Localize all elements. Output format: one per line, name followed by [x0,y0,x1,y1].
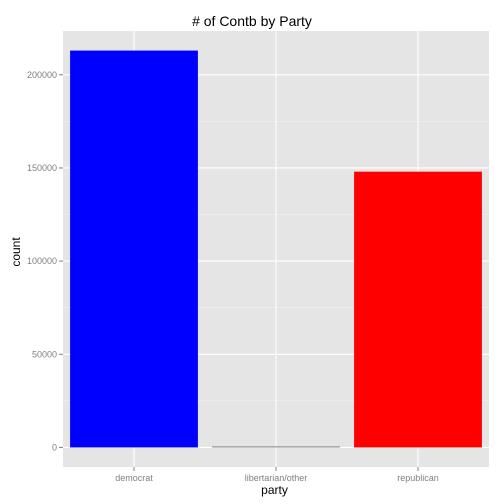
x-axis-label: party [261,483,288,497]
y-tick-label: 150000 [27,163,57,173]
bar-democrat [70,50,198,448]
x-axis-ticks: democrat libertarian/other republican [115,467,439,483]
y-axis-label: count [9,237,23,267]
y-tick-label: 100000 [27,256,57,266]
bar-republican [354,171,482,448]
bars [70,50,482,448]
bar-libertarian-other [212,446,340,448]
y-tick-label: 0 [52,442,57,452]
chart-title: # of Contb by Party [192,13,312,29]
y-tick-label: 50000 [32,349,57,359]
x-tick-label: republican [397,473,439,483]
y-tick-label: 200000 [27,70,57,80]
x-tick-label: democrat [115,473,153,483]
x-tick-label: libertarian/other [245,473,308,483]
y-axis-ticks: 0 50000 100000 150000 200000 [27,70,63,452]
